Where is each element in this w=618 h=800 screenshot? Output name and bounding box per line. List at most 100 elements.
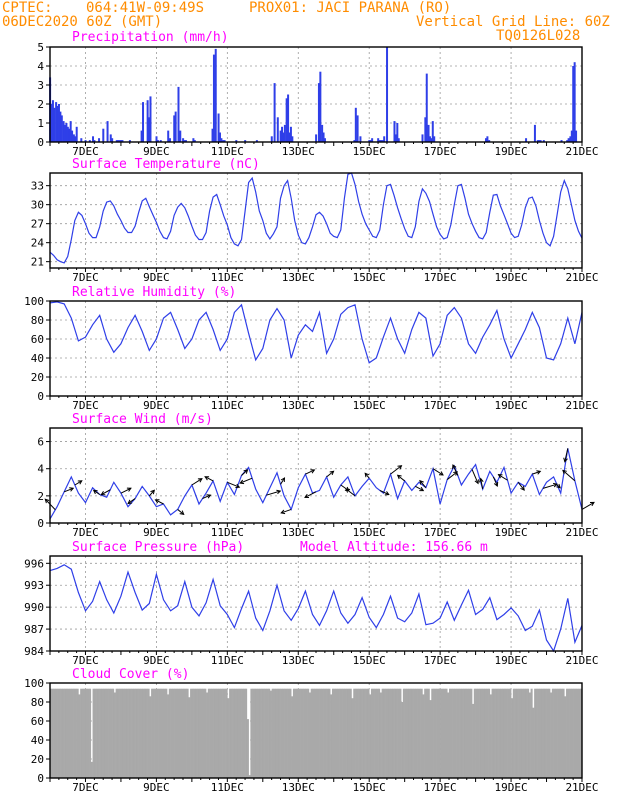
- precip-bar: [572, 66, 575, 142]
- cloud-bar: [470, 688, 473, 778]
- wind-arrow-head: [197, 478, 203, 483]
- cloud-bar: [362, 688, 365, 778]
- precip-bar: [184, 140, 187, 142]
- cloud-bar: [388, 688, 391, 778]
- precip-bar: [427, 124, 430, 142]
- humidity-panel: Relative Humidity (%) 7DEC 9DEC 11DEC 13DEC…: [24, 285, 598, 412]
- cloud-bar: [138, 688, 141, 778]
- wind-arrow: [390, 465, 402, 475]
- precip-bar: [177, 86, 180, 142]
- wind-arrow: [581, 501, 595, 510]
- cloud-bar: [580, 688, 583, 778]
- cloud-bar: [358, 688, 361, 778]
- cloud-bar: [174, 688, 177, 778]
- cloud-bar: [197, 688, 200, 778]
- cloud-bar: [360, 688, 363, 778]
- precip-bar: [273, 83, 276, 142]
- wind-arrow: [177, 509, 184, 515]
- precip-bar: [156, 140, 159, 142]
- wind-x-tick-label: 21DEC: [565, 526, 598, 539]
- cloud-bar: [381, 688, 384, 778]
- cloud-bar: [535, 688, 538, 778]
- cloud-bar: [167, 694, 170, 778]
- humidity-title: Relative Humidity (%): [72, 285, 236, 300]
- precip-bar: [283, 124, 286, 142]
- cloud-bar: [186, 688, 189, 778]
- cloud-bar: [321, 688, 324, 778]
- wind-x-tick-label: 17DEC: [424, 526, 457, 539]
- cloud-bar: [425, 688, 429, 778]
- cloud-x-tick-label: 21DEC: [565, 781, 598, 794]
- cloud-bar: [557, 688, 560, 778]
- precip-bar: [69, 121, 72, 142]
- cloud-bar: [282, 688, 285, 778]
- cloud-bar: [108, 688, 111, 778]
- cloud-bar: [259, 688, 262, 778]
- cloud-bar: [418, 688, 421, 778]
- cloud-bar: [89, 688, 92, 778]
- cloud-bar: [392, 688, 395, 778]
- cloud-bar: [227, 698, 230, 778]
- cloud-bar: [404, 688, 407, 778]
- cloud-bar: [372, 688, 375, 778]
- cloud-bar: [195, 688, 198, 778]
- precip-bar: [217, 113, 220, 142]
- wind-arrow-head: [280, 509, 286, 515]
- cloud-bar: [101, 688, 104, 778]
- header: CPTEC: 064:41W-09:49S PROX01: JACI PARAN…: [2, 0, 610, 44]
- cloud-bar: [60, 688, 63, 778]
- cloud-bar: [264, 688, 267, 778]
- header-coords: 064:41W-09:49S: [86, 0, 204, 16]
- cloud-bar: [521, 688, 524, 778]
- wind-arrow: [155, 499, 164, 505]
- cloud-bar: [427, 688, 430, 778]
- cloud-bar: [576, 688, 579, 778]
- rh-y-tick-label: 20: [31, 371, 44, 384]
- cloud-bar: [120, 688, 124, 778]
- cloud-bar: [454, 688, 457, 778]
- wind-arrow: [432, 468, 444, 476]
- wind-arrow: [280, 477, 285, 485]
- cloud-bar: [303, 688, 306, 778]
- cloud-bar: [514, 688, 517, 778]
- cloud-bar: [158, 688, 161, 778]
- wind-arrow-head: [329, 470, 335, 476]
- cloud-bar: [85, 688, 88, 778]
- wind-arrow-head: [179, 510, 185, 515]
- cloud-cover-panel: Cloud Cover (%) 7DEC 9DEC 11DEC 13DEC 15DEC 1…: [24, 667, 598, 794]
- cloud-bar: [143, 688, 147, 778]
- cloud-bar: [397, 688, 400, 778]
- wind-panel: Surface Wind (m/s) 7DEC 9DEC 11DEC 13DEC 15D…: [37, 412, 598, 539]
- precip-y-tick-label: 2: [37, 98, 44, 111]
- wind-arrow: [471, 469, 479, 484]
- precip-bar: [149, 96, 152, 142]
- precip-bar: [174, 111, 177, 142]
- rh-y-tick-label: 0: [37, 390, 44, 403]
- rh-x-tick-label: 19DEC: [495, 399, 528, 412]
- rh-x-tick-label: 17DEC: [424, 399, 457, 412]
- precip-bar: [323, 138, 326, 142]
- wind-arrow-head: [589, 501, 595, 507]
- precip-bar: [74, 136, 77, 142]
- cloud-bar: [424, 688, 427, 778]
- cloud-bar: [291, 696, 294, 778]
- wind-arrow: [379, 489, 390, 496]
- precip-bar: [381, 140, 384, 142]
- precip-bar: [93, 140, 96, 142]
- wind-arrow-head: [345, 488, 351, 493]
- cloud-bar: [147, 688, 150, 778]
- cloud-bar: [449, 688, 452, 778]
- precip-bar: [109, 134, 112, 142]
- temperature-panel: Surface Temperature (nC) 7DEC 9DEC 11DEC 13…: [31, 157, 599, 284]
- cloud-bar: [417, 688, 420, 778]
- cloud-bar: [550, 692, 553, 778]
- precip-bar: [80, 138, 83, 142]
- wind-arrow: [101, 489, 111, 496]
- cloud-bar: [285, 688, 288, 778]
- precip-bar: [211, 128, 214, 142]
- wind-arrow: [542, 483, 558, 489]
- precip-bar: [397, 138, 400, 142]
- cloud-bar: [161, 688, 164, 778]
- wind-arrow-head: [280, 477, 286, 483]
